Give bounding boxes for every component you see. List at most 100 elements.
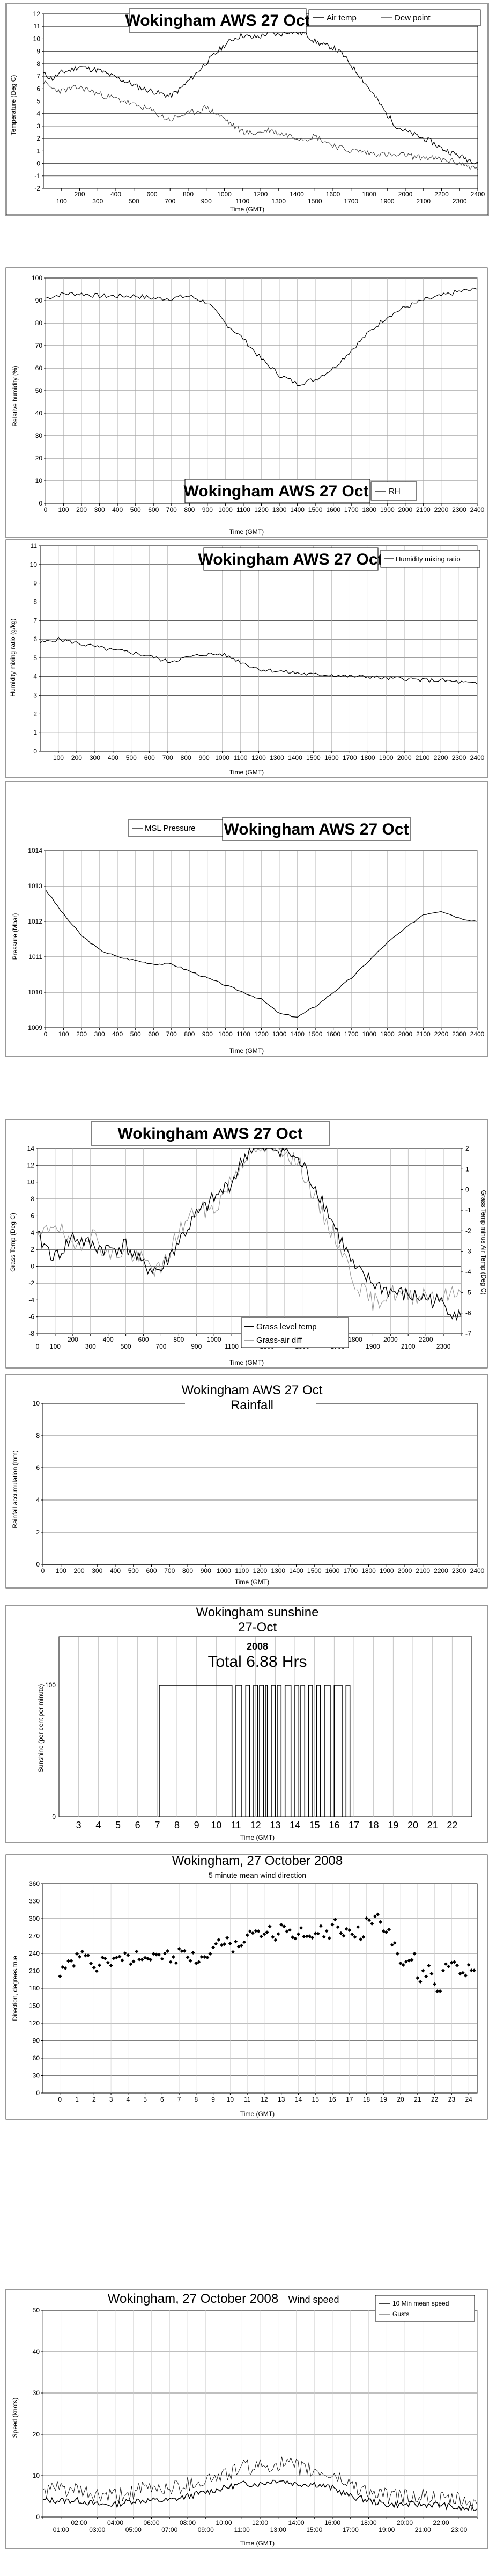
scatter-point [461,1971,465,1975]
x-tick-label: 1600 [326,506,340,514]
scatter-point [330,1922,335,1927]
x-tick-label: 2100 [416,506,431,514]
series-line-gusts [42,2456,478,2511]
scatter-point [327,1936,331,1941]
scatter-point [259,1934,263,1938]
scatter-point [100,1955,105,1959]
x-tick-label: 800 [182,1567,193,1575]
chart-subtitle: 5 minute mean wind direction [209,1871,306,1879]
y-tick-label-right: -1 [465,1206,471,1214]
y-axis-label: Rainfall accumulation (mm) [11,1450,19,1528]
scatter-point [168,1960,173,1964]
y-tick-label: 80 [35,319,43,327]
x-tick-label: 1000 [217,1567,231,1575]
x-tick-label: 700 [155,1343,166,1350]
x-tick-label: 03:00 [89,2526,105,2534]
y-tick-label: 270 [29,1933,40,1940]
scatter-point [199,1955,204,1959]
x-tick-label: 1600 [326,191,340,198]
scatter-point [416,1976,420,1980]
scatter-point [271,1935,275,1939]
scatter-point [160,1957,164,1961]
scatter-point [143,1956,147,1960]
x-tick-label: 1900 [380,197,395,205]
x-tick-label: 1400 [289,1567,303,1575]
x-tick-label: 1200 [254,506,269,514]
x-tick-label: 0 [44,1030,48,1038]
scatter-point [347,1928,352,1933]
x-tick-label: 1600 [326,1030,340,1038]
scatter-point [390,1943,394,1947]
x-tick-label: 300 [92,197,103,205]
y-tick-label: 360 [29,1880,40,1887]
scatter-point [433,1982,437,1986]
chart-title: Wokingham AWS 27 Oct [125,12,310,30]
x-tick-label: 14 [295,2096,302,2103]
x-tick-label: 1500 [308,197,322,205]
y-tick-label: 70 [35,342,43,349]
y-tick-label: 30 [33,2072,40,2080]
x-tick-label: 1700 [344,197,358,205]
x-tick-label: 300 [85,1343,96,1350]
scatter-point [401,1963,405,1967]
x-tick-label: 20 [397,2096,404,2103]
scatter-point [336,1925,340,1929]
y-tick-label: 2 [36,135,40,142]
x-tick-label: 11:00 [234,2526,250,2534]
scatter-point [407,1958,411,1963]
scatter-point [250,1931,255,1935]
scatter-point [384,1930,388,1934]
y-tick-label-right: -4 [465,1268,471,1276]
x-tick-label: 2000 [398,191,413,198]
x-tick-label: 2400 [471,191,485,198]
x-tick-label: 1900 [380,506,395,514]
scatter-point [180,1949,184,1953]
x-tick-label: 500 [130,1030,141,1038]
x-tick-label: 600 [138,1336,149,1343]
x-tick-label: 1200 [254,1030,269,1038]
x-tick-label: 7 [177,2096,181,2103]
y-axis-label: Grass Temp (Deg C) [9,1213,17,1272]
x-tick-label: 500 [121,1343,131,1350]
chart-hmr: 0 1 2 3 4 5 6 7 8 9 10 11 100 200 300 400 500 600 700 800 90… [5,539,488,778]
scatter-point [66,1959,71,1963]
y-tick-label: 300 [29,1915,40,1922]
x-tick-label: 400 [112,1030,123,1038]
scatter-point [254,1929,258,1933]
x-tick-label: 2300 [452,754,466,762]
series-line-rh [45,287,478,386]
panel-wind-speed: 0 10 20 30 40 50 01:00 02:00 03:00 04:00 05:00 06:0… [5,2289,488,2549]
x-tick-label: 9 [211,2096,215,2103]
scatter-point [350,1932,354,1936]
scatter-point [248,1929,252,1934]
x-tick-label: 23:00 [451,2526,467,2534]
legend-label: Grass level temp [256,1322,317,1331]
legend-label: Dew point [395,13,431,23]
y-tick-label: 10 [33,35,41,42]
x-tick-label: 800 [173,1336,184,1343]
y-tick-label: 0 [39,500,42,507]
y-tick-label: 11 [31,542,38,550]
x-tick-label: 1800 [362,506,376,514]
y-tick-label: 90 [35,297,43,304]
x-tick-label: 900 [201,1567,211,1575]
x-tick-label: 14 [290,1820,300,1831]
x-tick-label: 1800 [362,191,376,198]
scatter-point [217,1937,221,1942]
y-tick-label: 4 [36,1496,40,1504]
x-tick-label: 3 [109,2096,113,2103]
x-tick-label: 300 [92,1567,102,1575]
x-tick-label: 1400 [290,191,304,198]
x-tick-label: 1000 [218,506,233,514]
panel-temperature: -2 -1 0 1 2 3 4 5 6 7 8 9 10 11 12 100 200 300 400 500 600 70… [5,3,489,216]
x-tick-label: 2200 [434,754,448,762]
y-tick-label-right: -3 [465,1248,471,1255]
x-tick-label: 400 [110,191,121,198]
title-box [184,479,370,503]
x-tick-label: 2300 [452,1567,466,1575]
x-tick-label: 16 [329,1820,339,1831]
scatter-point [182,1949,187,1953]
